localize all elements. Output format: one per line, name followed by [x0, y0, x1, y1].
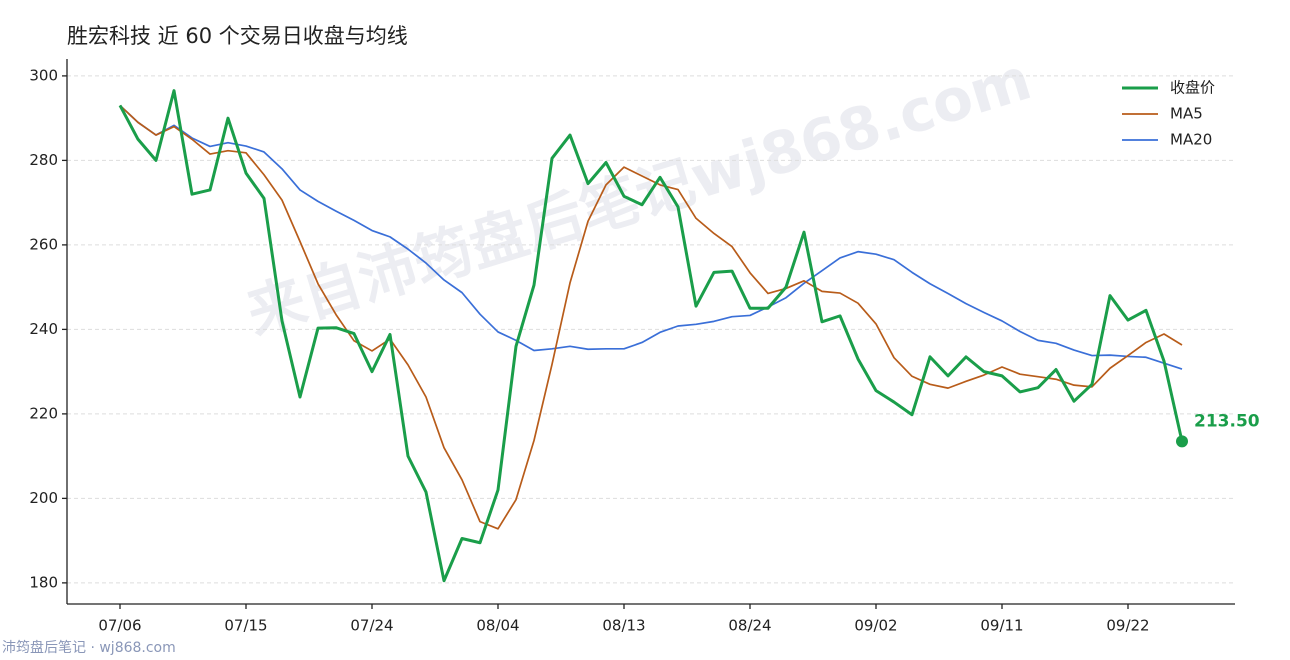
x-tick-label: 08/24	[728, 617, 771, 635]
x-tick-label: 09/22	[1106, 617, 1149, 635]
value-label: 213.50	[1194, 411, 1260, 431]
x-tick-label: 07/15	[224, 617, 267, 635]
x-tick-label: 07/24	[350, 617, 393, 635]
last-point	[1176, 435, 1188, 448]
y-tick-label: 180	[29, 573, 58, 591]
series-line	[118, 89, 1184, 583]
watermark: 来自沛筠盘后笔记wj868.com	[239, 45, 1038, 348]
y-tick-label: 240	[29, 320, 58, 338]
legend-label: MA20	[1170, 131, 1212, 149]
legend-label: MA5	[1170, 105, 1203, 123]
footer: 沛筠盘后笔记 · wj868.com	[2, 639, 176, 656]
x-tick-label: 07/06	[98, 617, 141, 635]
series-line	[119, 104, 1183, 530]
x-tick-label: 08/04	[476, 617, 519, 635]
y-tick-label: 260	[29, 235, 58, 253]
y-tick-label: 300	[29, 66, 58, 84]
y-tick-label: 280	[29, 151, 58, 169]
x-tick-label: 09/11	[980, 617, 1023, 635]
series-line	[119, 104, 1183, 370]
y-tick-label: 200	[29, 489, 58, 507]
legend-label: 收盘价	[1170, 79, 1215, 97]
chart-title: 胜宏科技 近 60 个交易日收盘与均线	[67, 24, 408, 48]
y-tick-label: 220	[29, 404, 58, 422]
x-tick-label: 09/02	[854, 617, 897, 635]
x-tick-label: 08/13	[602, 617, 645, 635]
